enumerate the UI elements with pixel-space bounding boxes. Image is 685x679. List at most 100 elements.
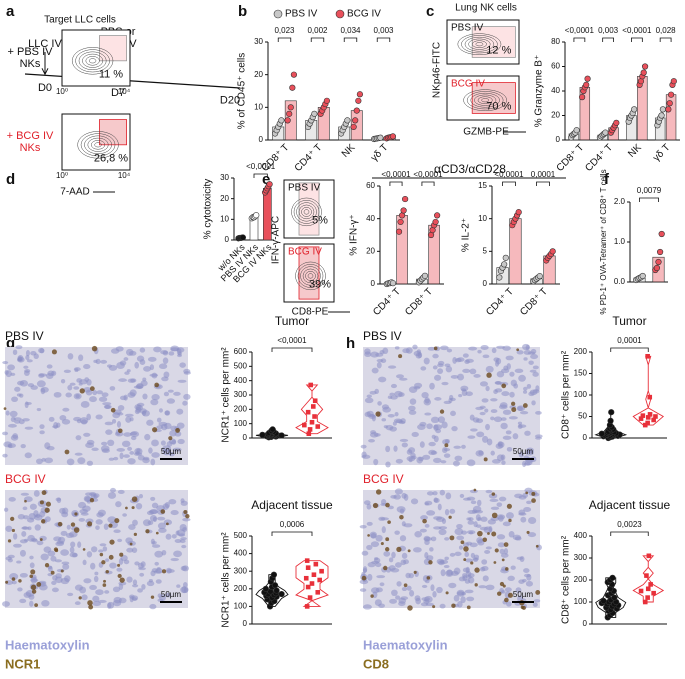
nucleus	[33, 490, 40, 497]
p-value: 0,002	[307, 26, 328, 35]
nucleus	[81, 594, 88, 601]
nucleus	[401, 521, 406, 527]
gate-percent: 12 %	[486, 45, 511, 57]
nucleus	[20, 444, 26, 449]
nucleus	[479, 566, 486, 572]
stained-cell	[39, 500, 44, 505]
nucleus	[170, 510, 179, 516]
nucleus	[441, 421, 448, 429]
nucleus	[138, 567, 146, 571]
nucleus	[414, 595, 421, 602]
panel-label: a	[6, 3, 15, 20]
nucleus	[496, 534, 506, 540]
nucleus	[401, 442, 408, 448]
stained-cell	[117, 563, 121, 567]
nucleus	[376, 361, 382, 369]
nucleus	[23, 515, 29, 520]
data-point	[579, 94, 586, 101]
nucleus	[510, 565, 516, 570]
nucleus	[485, 489, 493, 494]
data-point	[584, 75, 591, 82]
y-tick-label: 100	[234, 419, 248, 428]
nucleus	[476, 537, 484, 544]
nucleus	[410, 452, 416, 458]
nucleus	[426, 423, 433, 430]
stained-cell	[426, 576, 431, 580]
nucleus	[469, 414, 475, 421]
stained-cell	[520, 605, 524, 609]
nucleus	[141, 584, 146, 590]
stained-cell	[79, 388, 85, 394]
nucleus	[359, 588, 367, 592]
nucleus	[516, 350, 524, 355]
x-tick-label: CD8⁺ T	[555, 142, 587, 174]
stained-cell	[155, 531, 159, 535]
nucleus	[489, 498, 499, 503]
nucleus	[414, 531, 422, 538]
data-point	[645, 595, 650, 600]
nucleus	[390, 395, 398, 400]
nucleus	[464, 558, 474, 563]
nucleus	[163, 519, 173, 526]
x-tick-label: CD4⁺ T	[484, 286, 516, 318]
stained-cell	[108, 554, 114, 560]
nucleus	[432, 353, 439, 359]
stained-cell	[102, 583, 107, 587]
row-label: PBS IV	[363, 329, 402, 343]
stained-cell	[535, 544, 539, 548]
y-tick-label: 100	[574, 390, 588, 399]
nucleus	[385, 461, 391, 468]
stained-cell	[375, 411, 381, 417]
data-point	[658, 112, 665, 119]
stained-cell	[3, 407, 7, 410]
nucleus	[177, 438, 185, 445]
nucleus	[526, 383, 532, 389]
nucleus	[468, 576, 475, 584]
y-tick-label: 600	[234, 347, 248, 356]
data-point	[304, 558, 310, 563]
nucleus	[454, 455, 463, 461]
data-point	[644, 573, 649, 578]
data-point	[355, 97, 362, 104]
bracket	[277, 37, 292, 42]
nucleus	[461, 444, 466, 449]
nucleus	[502, 521, 511, 527]
contour	[481, 98, 490, 103]
nucleus	[501, 391, 510, 397]
nucleus	[48, 416, 55, 422]
nucleus	[17, 380, 25, 386]
data-point	[656, 248, 664, 256]
nucleus	[439, 559, 449, 565]
nucleus	[89, 584, 97, 591]
nucleus	[140, 561, 146, 568]
y-tick-label: 10	[254, 102, 263, 111]
flow-x-label: GZMB-PE	[463, 127, 509, 138]
stained-cell	[145, 529, 150, 534]
data-point	[317, 577, 322, 583]
nucleus	[50, 555, 57, 562]
nucleus	[361, 454, 371, 459]
nucleus	[524, 459, 533, 466]
data-point	[389, 280, 397, 287]
y-tick-label: 30	[220, 173, 229, 182]
stained-cell	[367, 534, 370, 537]
data-point	[651, 417, 656, 423]
nucleus	[163, 371, 170, 379]
nucleus	[17, 355, 24, 362]
stained-cell	[89, 386, 95, 392]
data-point	[607, 417, 614, 424]
contour	[475, 42, 484, 47]
nucleus	[14, 386, 21, 392]
stained-cell	[131, 496, 138, 502]
contour	[78, 51, 107, 71]
nucleus	[504, 587, 512, 592]
nucleus	[424, 539, 430, 546]
nucleus	[17, 513, 25, 520]
nucleus	[7, 443, 16, 448]
stained-cell	[109, 539, 115, 545]
nucleus	[443, 448, 451, 452]
nucleus	[430, 536, 437, 542]
p-value: <0,0001	[246, 162, 276, 171]
nucleus	[421, 597, 430, 601]
